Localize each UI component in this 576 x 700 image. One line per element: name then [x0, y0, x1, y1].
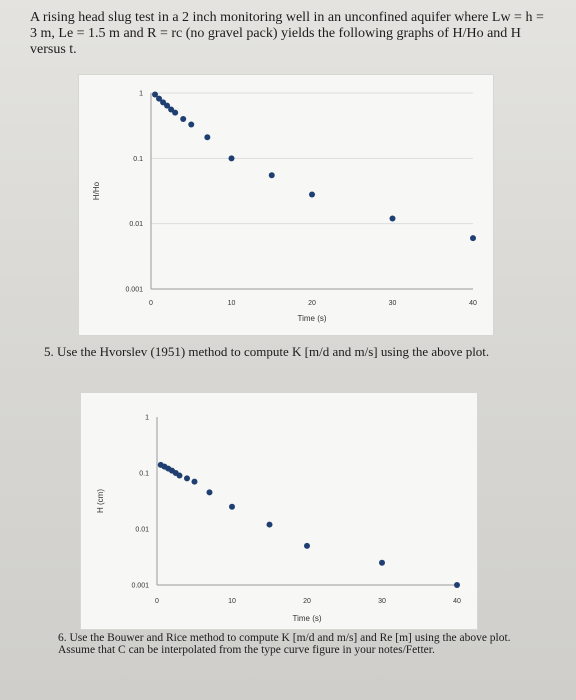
- x-axis-label: Time (s): [292, 614, 321, 623]
- problem-intro: A rising head slug test in a 2 inch moni…: [30, 10, 544, 57]
- y-tick-label: 1: [145, 415, 149, 422]
- chart-h-cm-svg: 1 0.1 0.01 0.001 0 10 20 30 40 Time (s) H (cm): [96, 415, 461, 624]
- question-5: 5. Use the Hvorslev (1951) method to com…: [44, 344, 490, 359]
- x-tick-label: 40: [469, 300, 477, 307]
- x-tick-label: 40: [453, 598, 461, 605]
- x-tick-label: 0: [149, 300, 153, 307]
- data-point: [204, 134, 211, 141]
- x-tick-label: 0: [155, 598, 159, 605]
- x-tick-label: 20: [303, 598, 311, 605]
- chart-h-cm: 1 0.1 0.01 0.001 0 10 20 30 40 Time (s) H (cm): [80, 392, 478, 630]
- data-point: [172, 109, 179, 116]
- data-point: [180, 115, 187, 122]
- data-point: [268, 172, 275, 179]
- data-point: [184, 475, 190, 482]
- x-axis-label: Time (s): [297, 314, 326, 323]
- data-point: [152, 91, 159, 98]
- data-point: [168, 106, 175, 113]
- data-point: [164, 102, 171, 109]
- y-tick-label: 0.001: [125, 287, 143, 294]
- y-tick-label: 0.1: [133, 156, 143, 163]
- data-point: [229, 503, 235, 510]
- data-point: [309, 191, 315, 198]
- x-tick-label: 30: [389, 300, 397, 307]
- data-point: [389, 215, 396, 222]
- data-point: [454, 582, 460, 588]
- x-tick-label: 10: [228, 300, 236, 307]
- data-point: [228, 155, 235, 162]
- y-tick-label: 0.01: [135, 527, 149, 534]
- data-point: [379, 559, 385, 566]
- data-point: [176, 472, 183, 479]
- x-tick-label: 30: [378, 598, 386, 605]
- data-point: [206, 489, 213, 496]
- question-6: 6. Use the Bouwer and Rice method to com…: [58, 632, 511, 656]
- y-axis-label: H/Ho: [92, 181, 101, 200]
- x-tick-label: 10: [228, 598, 236, 605]
- data-point: [191, 478, 198, 485]
- data-point: [470, 235, 476, 242]
- x-tick-label: 20: [308, 300, 316, 307]
- data-point: [156, 95, 163, 102]
- y-tick-label: 1: [139, 91, 143, 98]
- y-axis-label: H (cm): [96, 489, 105, 513]
- data-point: [266, 521, 273, 528]
- y-tick-label: 0.1: [139, 471, 149, 478]
- data-point: [304, 542, 310, 549]
- data-point: [160, 99, 167, 106]
- y-tick-label: 0.01: [129, 221, 143, 228]
- data-point: [188, 121, 195, 128]
- chart-h-over-ho-svg: 1 0.1 0.01 0.001 0 10 20 30 40 Time (s) H/Ho: [92, 91, 477, 324]
- y-tick-label: 0.001: [131, 583, 149, 590]
- chart-h-over-ho: 1 0.1 0.01 0.001 0 10 20 30 40 Time (s) H/Ho: [78, 74, 494, 336]
